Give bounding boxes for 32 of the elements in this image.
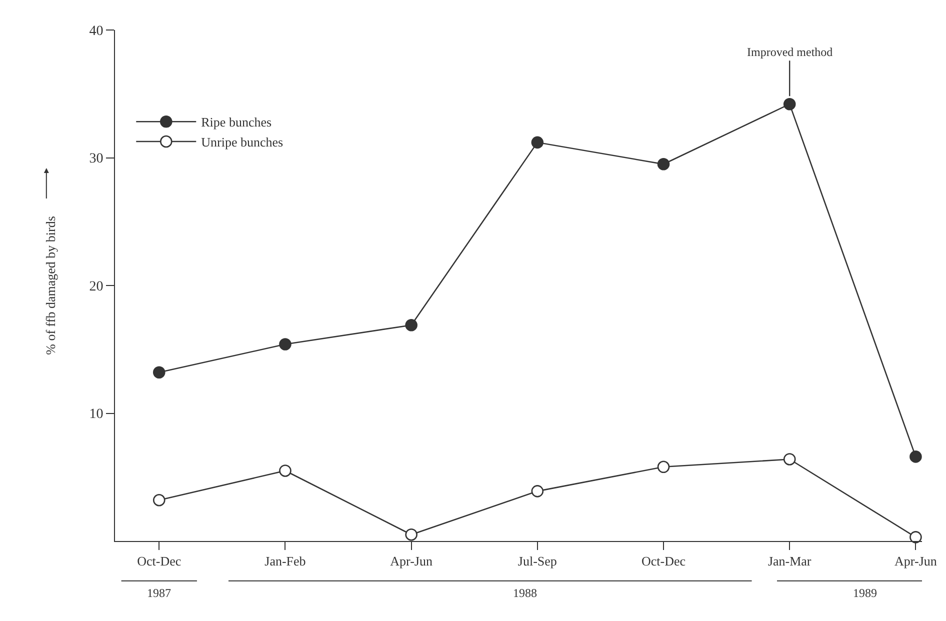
text: 1989 (853, 586, 877, 600)
point (783, 98, 796, 110)
text: 1988 (513, 586, 537, 600)
legend-label: Ripe bunches (201, 114, 272, 130)
point (531, 136, 544, 149)
point (910, 450, 922, 463)
annotation: Improved method (747, 45, 833, 59)
y-tick-label: 30 (89, 152, 104, 167)
y-tick-label: 40 (89, 24, 104, 39)
point (152, 494, 166, 506)
x-tick-label: Jan-Mar (768, 554, 812, 569)
point (152, 366, 166, 379)
point (657, 158, 670, 170)
x-tick-label: Oct-Dec (641, 554, 686, 569)
point (405, 318, 418, 332)
point (657, 460, 670, 474)
x-tick-label: Apr-Jun (390, 554, 433, 569)
x-tick-label: Apr-Jun (894, 554, 938, 569)
y-tick-label: 10 (89, 407, 104, 422)
text: 1987 (147, 586, 171, 600)
point (279, 464, 292, 477)
y-tick-label: 20 (89, 279, 104, 294)
point (405, 528, 418, 541)
point (783, 453, 796, 466)
point (910, 531, 922, 544)
legend-label: Unripe bunches (201, 134, 284, 150)
point (279, 338, 292, 350)
y-axis-title: % of ffb damaged by birds (43, 216, 58, 355)
point (531, 485, 544, 498)
x-tick-label: Jul-Sep (518, 554, 557, 569)
x-tick-label: Jan-Feb (264, 554, 306, 569)
x-tick-label: Oct-Dec (137, 554, 182, 569)
